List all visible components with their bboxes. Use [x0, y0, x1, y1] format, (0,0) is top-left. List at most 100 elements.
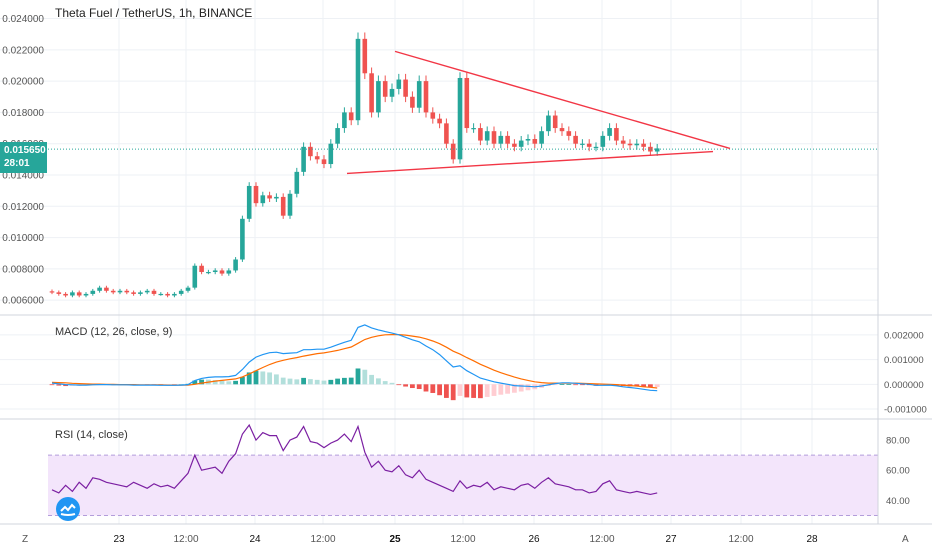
macd-tick-label: 0.000000	[884, 380, 924, 391]
last-price: 0.015650	[4, 145, 46, 156]
candle	[260, 195, 266, 204]
candle	[525, 139, 531, 141]
candle	[614, 128, 619, 141]
candle	[206, 272, 211, 274]
macd-histogram-bar	[580, 384, 585, 386]
candle	[546, 115, 551, 132]
macd-histogram-bar	[233, 380, 238, 385]
candle	[131, 292, 136, 294]
macd-histogram-bar	[301, 377, 306, 385]
macd-histogram-bar	[416, 384, 422, 390]
candle	[444, 123, 449, 144]
candle	[178, 290, 184, 294]
candle	[63, 293, 68, 296]
price-tick-label: 0.010000	[2, 233, 44, 244]
candle	[491, 131, 497, 144]
candle	[355, 38, 361, 121]
candle	[566, 131, 572, 136]
candle	[410, 96, 415, 108]
candle	[301, 146, 306, 172]
macd-histogram-bar	[512, 384, 517, 393]
macd-histogram-bar	[464, 384, 470, 398]
macd-histogram-bar	[369, 374, 374, 385]
candle	[437, 118, 442, 124]
trendline-upper[interactable]	[394, 50, 731, 150]
candle	[348, 112, 354, 121]
candle	[403, 79, 408, 97]
rsi-line	[51, 423, 658, 496]
rsi-plot	[51, 423, 658, 496]
candle	[396, 79, 402, 89]
macd-histogram-bar	[219, 380, 225, 385]
candle	[498, 135, 504, 144]
candle	[532, 139, 538, 144]
macd-histogram-bar	[274, 374, 279, 385]
candle	[144, 290, 150, 293]
candle	[56, 292, 62, 294]
candle	[484, 131, 490, 141]
macd-histogram-bar	[573, 384, 578, 386]
candle	[294, 171, 300, 194]
macd-histogram-bar	[444, 384, 449, 398]
macd-histogram-bar	[226, 381, 232, 385]
candle	[240, 218, 245, 260]
macd-histogram-bar	[246, 372, 252, 385]
bar-countdown: 28:01	[4, 158, 30, 169]
candle	[314, 156, 320, 160]
macd-histogram-bar	[335, 378, 340, 385]
macd-histogram-bar	[49, 384, 55, 386]
triangle-trendlines[interactable]	[346, 50, 731, 175]
macd-histogram-bar	[430, 384, 436, 393]
macd-histogram-bar	[552, 384, 558, 386]
macd-histogram-bar	[192, 380, 198, 385]
trendline-lower[interactable]	[346, 150, 714, 175]
candle	[280, 196, 286, 216]
candle	[539, 131, 544, 144]
auto-scale-button[interactable]: A	[902, 534, 909, 545]
macd-histogram-bar	[525, 384, 531, 391]
candle	[586, 143, 592, 147]
macd-histogram-bar	[280, 377, 286, 385]
candle	[83, 293, 89, 296]
macd-histogram-bar	[410, 384, 415, 389]
macd-histogram-bar	[478, 384, 483, 399]
zoom-reset-button[interactable]: Z	[22, 534, 29, 545]
macd-histogram-bar	[260, 371, 266, 385]
macd-histogram-bar	[348, 377, 354, 385]
candle	[580, 143, 585, 145]
tradingview-logo-icon[interactable]	[56, 497, 80, 521]
macd-histogram-bar	[199, 379, 204, 385]
macd-legend[interactable]: MACD (12, 26, close, 9)	[55, 326, 173, 338]
rsi-band-fill	[48, 455, 878, 516]
candle	[97, 287, 102, 291]
macd-histogram-bar	[654, 384, 660, 388]
macd-histogram-bar	[308, 379, 313, 385]
axes	[0, 0, 932, 525]
macd-histogram-bar	[287, 378, 293, 385]
rsi-legend[interactable]: RSI (14, close)	[55, 429, 128, 441]
candle	[342, 112, 347, 129]
macd-histogram-bar	[382, 381, 388, 385]
macd-histogram-bar	[641, 384, 646, 387]
candle	[328, 143, 334, 165]
macd-histogram-bar	[56, 384, 62, 386]
macd-tick-label: 0.001000	[884, 355, 924, 366]
candle	[416, 81, 422, 108]
candle	[552, 115, 558, 129]
price-tick-label: 0.006000	[2, 296, 44, 307]
candle	[233, 259, 238, 271]
candle	[172, 293, 177, 296]
rsi-tick-label: 40.00	[886, 496, 910, 507]
candle	[49, 291, 55, 293]
macd-plot	[49, 324, 660, 401]
candle	[267, 195, 272, 199]
x-tick-label: 26	[528, 534, 540, 545]
macd-line	[51, 324, 658, 392]
rsi-tick-label: 80.00	[886, 436, 910, 447]
candle	[117, 290, 123, 293]
candle	[70, 292, 75, 296]
price-tick-label: 0.024000	[2, 14, 44, 25]
candle	[321, 159, 327, 165]
candle	[627, 143, 633, 146]
